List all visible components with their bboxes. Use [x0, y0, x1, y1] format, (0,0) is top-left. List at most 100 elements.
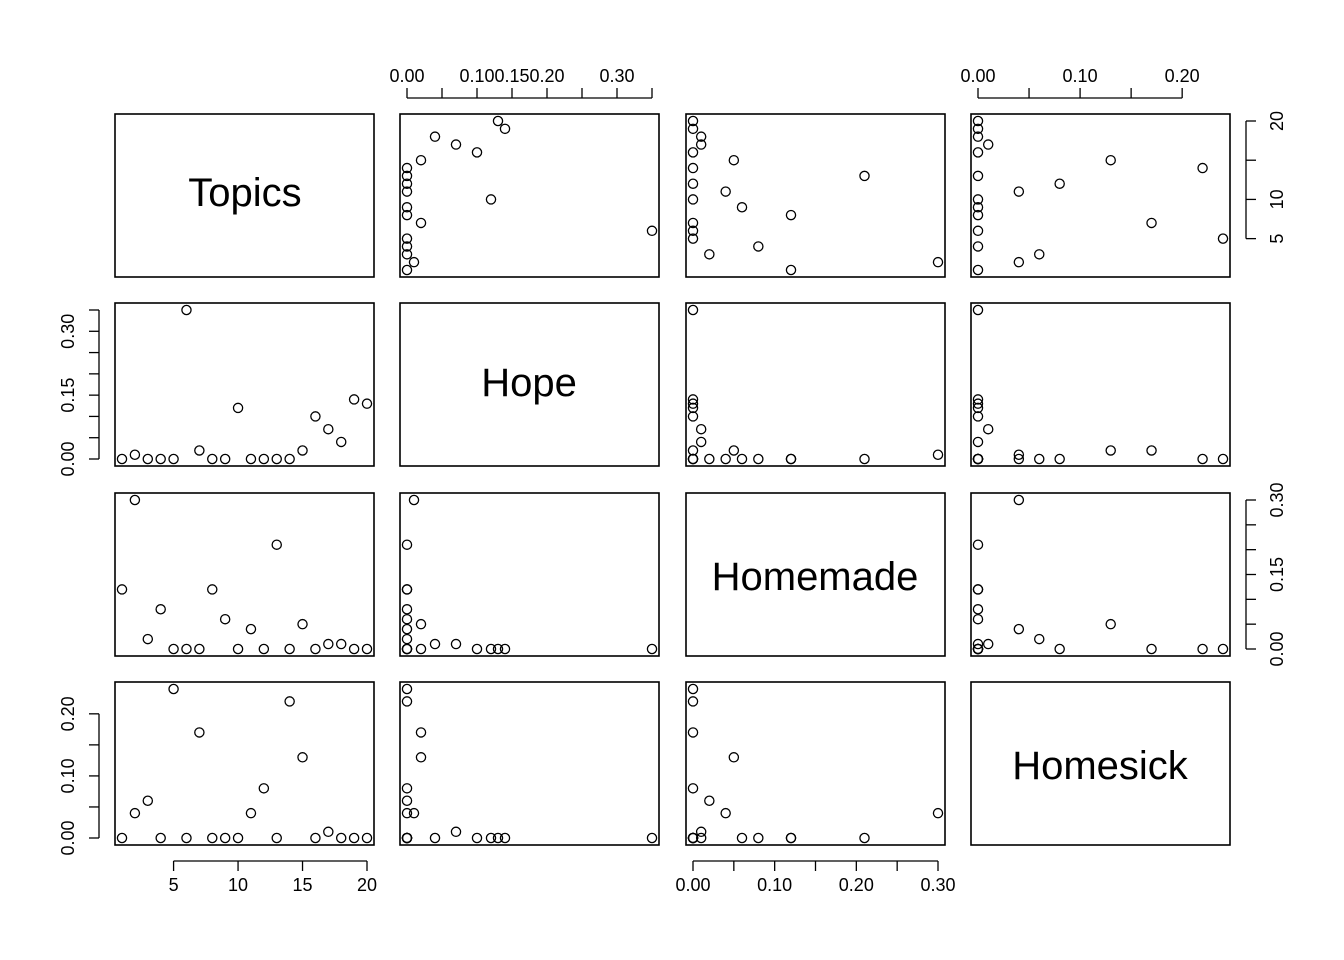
point-homesick-vs-homemade-11 — [720, 807, 731, 819]
point-homemade-vs-hope-3 — [401, 633, 413, 645]
point-topics-vs-homemade-2 — [932, 256, 944, 268]
point-topics-vs-homesick-14 — [1197, 162, 1208, 174]
point-homesick-vs-hope-11 — [401, 807, 413, 819]
point-homesick-vs-homemade-5 — [687, 683, 699, 695]
point-topics-vs-homesick-18 — [972, 131, 984, 142]
point-homesick-vs-homemade-12 — [687, 783, 699, 794]
point-homesick-vs-hope-6 — [646, 832, 658, 844]
point-hope-vs-homemade-11 — [720, 453, 731, 465]
point-topics-vs-hope-12 — [401, 178, 413, 189]
point-homesick-vs-topics-13 — [271, 832, 282, 844]
point-homesick-vs-homemade-20 — [687, 832, 699, 844]
point-homesick-vs-homemade-14 — [687, 696, 699, 707]
point-homemade-vs-hope-6 — [646, 643, 658, 655]
point-topics-vs-hope-15 — [415, 154, 427, 166]
point-hope-vs-homesick-10 — [972, 402, 984, 414]
point-homemade-vs-topics-12 — [258, 643, 270, 655]
tick-label-hope-top-6: 0.30 — [599, 66, 634, 86]
point-homesick-vs-topics-7 — [194, 727, 205, 738]
point-hope-vs-homemade-16 — [687, 411, 699, 422]
point-homesick-vs-homemade-8 — [785, 832, 797, 844]
tick-label-homemade-bottom-0: 0.00 — [675, 875, 710, 895]
point-topics-vs-homesick-3 — [1034, 249, 1045, 260]
point-topics-vs-homesick-12 — [1054, 178, 1065, 189]
panel-frame-hope-vs-hope — [399, 302, 660, 467]
diag-label-hope: Hope — [481, 361, 577, 405]
diag-label-topics: Topics — [188, 171, 301, 215]
point-topics-vs-homemade-20 — [687, 115, 699, 127]
point-homemade-vs-homesick-9 — [972, 613, 984, 625]
point-homemade-vs-hope-4 — [401, 604, 413, 615]
tick-label-homesick-left-0: 0.00 — [58, 820, 78, 855]
point-topics-vs-homemade-19 — [687, 123, 699, 135]
point-homesick-vs-topics-3 — [142, 795, 154, 807]
point-homemade-vs-topics-3 — [142, 633, 154, 645]
point-homemade-vs-topics-7 — [194, 643, 205, 655]
point-topics-vs-homemade-10 — [687, 194, 699, 205]
point-hope-vs-homemade-2 — [932, 449, 944, 460]
point-homemade-vs-homesick-17 — [982, 638, 994, 650]
point-homemade-vs-topics-11 — [245, 623, 257, 635]
tick-label-hope-left-6: 0.30 — [58, 314, 78, 349]
point-homesick-vs-hope-15 — [415, 752, 427, 763]
point-homemade-vs-homesick-3 — [1034, 633, 1045, 645]
tick-label-hope-left-0: 0.00 — [58, 441, 78, 476]
point-topics-vs-homemade-7 — [687, 217, 699, 229]
point-topics-vs-hope-7 — [415, 217, 427, 229]
point-topics-vs-hope-19 — [499, 123, 511, 135]
point-topics-vs-homemade-9 — [736, 202, 748, 213]
point-homemade-vs-topics-17 — [323, 638, 334, 650]
point-topics-vs-homesick-8 — [972, 209, 984, 221]
point-hope-vs-topics-17 — [323, 423, 334, 435]
point-homemade-vs-hope-18 — [429, 638, 441, 650]
point-homesick-vs-topics-19 — [348, 832, 360, 844]
point-homesick-vs-topics-15 — [297, 752, 308, 763]
point-topics-vs-homemade-17 — [695, 139, 707, 150]
point-homesick-vs-topics-2 — [129, 807, 141, 819]
point-homesick-vs-homemade-4 — [753, 832, 764, 844]
panel-frame-homesick-vs-hope — [399, 681, 660, 846]
tick-label-homemade-bottom-2: 0.10 — [757, 875, 792, 895]
point-homemade-vs-hope-8 — [401, 584, 413, 595]
point-topics-vs-homemade-13 — [859, 170, 870, 182]
point-topics-vs-homemade-11 — [720, 186, 731, 197]
point-homesick-vs-homemade-7 — [687, 727, 699, 738]
point-topics-vs-homemade-15 — [728, 154, 740, 166]
point-hope-vs-topics-9 — [219, 453, 231, 465]
point-homemade-vs-topics-9 — [219, 613, 231, 625]
point-topics-vs-homemade-6 — [687, 225, 699, 237]
point-homemade-vs-topics-1 — [116, 584, 128, 595]
point-topics-vs-hope-11 — [401, 186, 413, 197]
point-homemade-vs-homesick-15 — [1105, 618, 1116, 630]
point-topics-vs-hope-4 — [401, 241, 413, 252]
point-homemade-vs-homesick-4 — [972, 604, 984, 615]
point-homesick-vs-topics-5 — [168, 683, 179, 695]
point-topics-vs-hope-1 — [401, 264, 413, 276]
point-topics-vs-homemade-16 — [687, 147, 699, 158]
point-homemade-vs-homesick-13 — [972, 539, 984, 550]
point-homemade-vs-homesick-2 — [1013, 494, 1025, 506]
point-hope-vs-homemade-20 — [687, 398, 699, 409]
point-topics-vs-homesick-2 — [1013, 256, 1025, 268]
point-homesick-vs-homemade-3 — [704, 795, 715, 807]
point-hope-vs-homesick-20 — [972, 398, 984, 409]
point-hope-vs-topics-7 — [194, 445, 205, 456]
chart-body: 5 10 15 20 0.00 0.10 0.20 0.300.00 0.10 0.15 0.20 0… — [58, 66, 1287, 895]
point-homemade-vs-homesick-14 — [1197, 643, 1208, 655]
point-topics-vs-homemade-3 — [704, 249, 715, 260]
point-homesick-vs-hope-17 — [450, 826, 462, 838]
point-topics-vs-homesick-6 — [972, 225, 984, 237]
panel-frame-homemade-vs-homemade — [685, 492, 946, 657]
point-homesick-vs-topics-10 — [232, 832, 244, 844]
point-hope-vs-homesick-15 — [1105, 445, 1116, 456]
point-hope-vs-homemade-8 — [785, 453, 797, 465]
point-homemade-vs-topics-4 — [155, 604, 166, 615]
tick-label-topics-bottom-1: 10 — [228, 875, 248, 895]
point-hope-vs-topics-2 — [129, 449, 141, 460]
point-homemade-vs-topics-13 — [271, 539, 282, 550]
panel-frame-homemade-vs-homesick — [970, 492, 1231, 657]
point-hope-vs-topics-3 — [142, 453, 154, 465]
point-homemade-vs-topics-14 — [284, 643, 295, 655]
point-homesick-vs-hope-20 — [492, 832, 504, 844]
point-homesick-vs-homemade-18 — [695, 832, 707, 844]
